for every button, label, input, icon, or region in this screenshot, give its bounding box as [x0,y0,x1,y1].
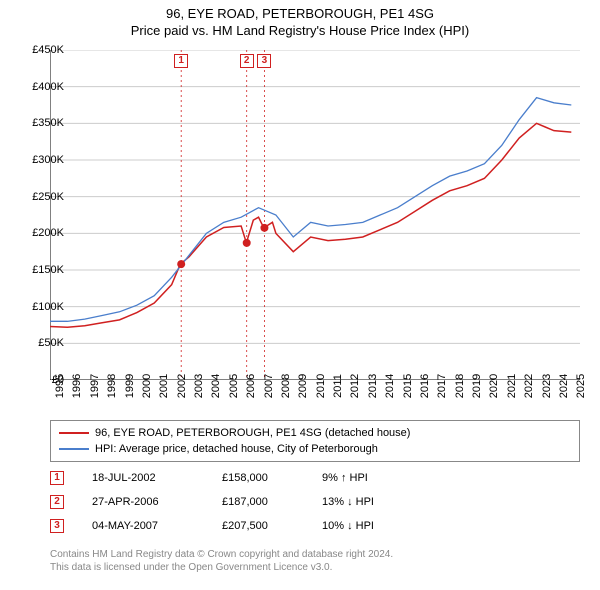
transaction-row: 3 04-MAY-2007£207,50010% ↓ HPI [50,514,580,538]
x-tick-label: 2019 [471,374,483,398]
y-tick-label: £350K [32,117,64,129]
legend-row: HPI: Average price, detached house, City… [59,441,571,457]
title-block: 96, EYE ROAD, PETERBOROUGH, PE1 4SG Pric… [0,0,600,38]
x-tick-label: 2005 [228,374,240,398]
x-tick-label: 2014 [384,374,396,398]
transaction-marker: 2 [50,495,64,509]
transactions-table: 1 18-JUL-2002£158,0009% ↑ HPI 2 27-APR-2006… [50,466,580,538]
footer-attribution: Contains HM Land Registry data © Crown c… [50,548,393,574]
x-tick-label: 2020 [488,374,500,398]
x-tick-label: 1999 [124,374,136,398]
x-tick-label: 2008 [280,374,292,398]
x-tick-label: 2023 [541,374,553,398]
footer-line1: Contains HM Land Registry data © Crown c… [50,548,393,561]
sale-marker-box: 2 [240,54,254,68]
transaction-row: 2 27-APR-2006£187,00013% ↓ HPI [50,490,580,514]
title-subtitle: Price paid vs. HM Land Registry's House … [0,23,600,38]
y-tick-label: £100K [32,301,64,313]
legend-swatch [59,432,89,434]
transaction-marker: 3 [50,519,64,533]
x-tick-label: 2003 [193,374,205,398]
y-tick-label: £50K [38,337,64,349]
x-tick-label: 1997 [89,374,101,398]
x-tick-label: 2006 [245,374,257,398]
x-tick-label: 1996 [71,374,83,398]
legend: 96, EYE ROAD, PETERBOROUGH, PE1 4SG (det… [50,420,580,462]
x-tick-label: 1998 [106,374,118,398]
transaction-marker: 1 [50,471,64,485]
x-tick-label: 2017 [436,374,448,398]
y-tick-label: £400K [32,81,64,93]
x-tick-label: 2010 [315,374,327,398]
x-tick-label: 2018 [454,374,466,398]
legend-label: HPI: Average price, detached house, City… [95,443,378,455]
sale-marker-box: 3 [257,54,271,68]
x-tick-label: 2007 [263,374,275,398]
x-tick-label: 2011 [332,374,344,398]
x-tick-label: 2013 [367,374,379,398]
x-tick-label: 2025 [575,374,587,398]
x-tick-label: 2009 [297,374,309,398]
chart-container: 96, EYE ROAD, PETERBOROUGH, PE1 4SG Pric… [0,0,600,590]
y-tick-label: £300K [32,154,64,166]
title-address: 96, EYE ROAD, PETERBOROUGH, PE1 4SG [0,6,600,21]
x-tick-label: 2016 [419,374,431,398]
x-tick-label: 2022 [523,374,535,398]
x-tick-label: 1995 [54,374,66,398]
transaction-delta: 10% ↓ HPI [322,520,422,532]
x-tick-label: 2002 [176,374,188,398]
y-tick-label: £250K [32,191,64,203]
x-tick-label: 2015 [402,374,414,398]
transaction-delta: 9% ↑ HPI [322,472,422,484]
y-tick-label: £200K [32,227,64,239]
legend-label: 96, EYE ROAD, PETERBOROUGH, PE1 4SG (det… [95,427,410,439]
transaction-date: 18-JUL-2002 [92,472,222,484]
y-tick-label: £450K [32,44,64,56]
x-tick-label: 2021 [506,374,518,398]
transaction-date: 04-MAY-2007 [92,520,222,532]
transaction-date: 27-APR-2006 [92,496,222,508]
transaction-delta: 13% ↓ HPI [322,496,422,508]
x-tick-label: 2024 [558,374,570,398]
chart-area [50,50,580,380]
sale-marker-box: 1 [174,54,188,68]
x-tick-label: 2012 [349,374,361,398]
x-tick-label: 2001 [158,374,170,398]
transaction-price: £158,000 [222,472,322,484]
legend-row: 96, EYE ROAD, PETERBOROUGH, PE1 4SG (det… [59,425,571,441]
x-tick-label: 2004 [210,374,222,398]
x-tick-label: 2000 [141,374,153,398]
transaction-price: £207,500 [222,520,322,532]
footer-line2: This data is licensed under the Open Gov… [50,561,393,574]
legend-swatch [59,448,89,450]
transaction-price: £187,000 [222,496,322,508]
y-tick-label: £150K [32,264,64,276]
transaction-row: 1 18-JUL-2002£158,0009% ↑ HPI [50,466,580,490]
chart-svg [50,50,580,380]
